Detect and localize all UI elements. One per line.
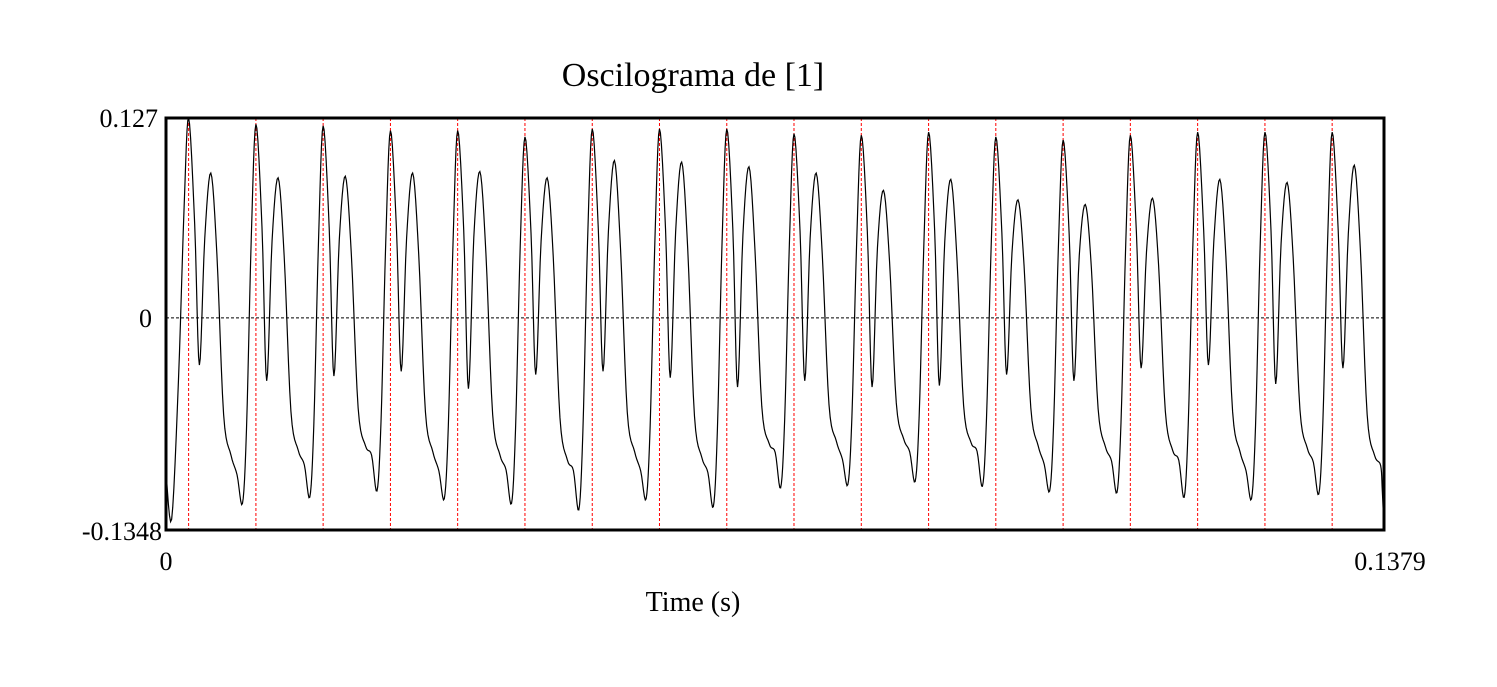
x-tick-label-start: 0 [160,547,173,576]
waveform-series [165,117,1385,531]
y-tick-label-min: -0.1348 [82,517,162,546]
x-tick-label-end: 0.1379 [1354,547,1426,576]
period-markers [188,118,1333,530]
x-axis-label: Time (s) [646,587,741,618]
y-tick-label-max: 0.127 [100,104,159,133]
chart-title: Oscilograma de [1] [562,57,824,94]
plot-frame [164,116,1386,532]
y-tick-label-zero: 0 [139,304,152,333]
